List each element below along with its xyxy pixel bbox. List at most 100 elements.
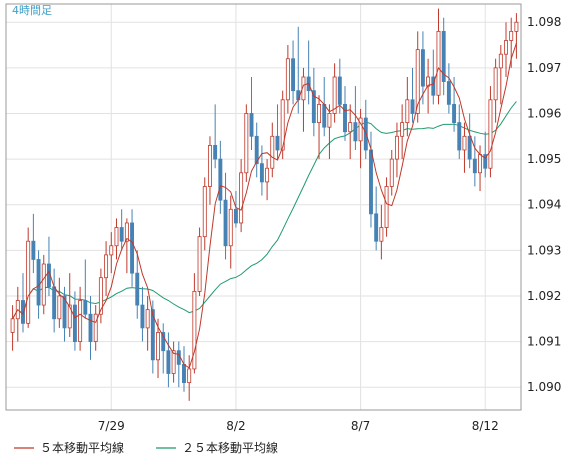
candle-body-up	[332, 76, 337, 114]
candle-body-down	[254, 135, 259, 165]
y-tick-label: 1.094	[527, 198, 561, 212]
candle-body-down	[291, 58, 296, 92]
candle-body-up	[270, 135, 275, 169]
candle-body-up	[124, 222, 129, 242]
candle-body-up	[187, 368, 192, 384]
candle-body-down	[472, 158, 477, 174]
candle-body-up	[327, 113, 332, 128]
candle-body-up	[509, 30, 514, 41]
candle-body-down	[249, 113, 254, 137]
candle-body-up	[208, 145, 212, 187]
candle-body-up	[358, 117, 363, 142]
ma25-line	[12, 101, 517, 320]
candle-body-up	[285, 58, 290, 101]
candle-body-down	[322, 103, 327, 128]
candle-body-up	[488, 99, 493, 169]
candle-body-down	[446, 81, 451, 105]
candle-body-down	[213, 145, 218, 160]
x-axis: 7/29 8/2 8/7 8/12	[98, 419, 499, 433]
candle-body-down	[119, 227, 124, 242]
candle-body-up	[26, 240, 31, 324]
candle-body-up	[109, 245, 114, 256]
y-tick-label: 1.091	[527, 335, 561, 349]
candle-body-up	[197, 236, 202, 292]
candle-body-up	[379, 227, 384, 242]
x-tick-label: 8/7	[351, 419, 370, 433]
candlestick-layer	[10, 8, 519, 401]
candle-body-up	[400, 122, 405, 137]
timeframe-label: 4時間足	[12, 4, 52, 17]
candle-body-down	[311, 90, 316, 124]
candle-body-down	[161, 332, 166, 352]
candle-body-up	[10, 318, 15, 333]
candle-body-down	[218, 158, 223, 201]
candle-body-up	[280, 99, 285, 151]
candle-body-down	[343, 103, 347, 133]
candle-body-down	[31, 240, 36, 260]
candle-body-up	[504, 40, 508, 55]
y-tick-label: 1.093	[527, 243, 561, 257]
candle-body-down	[431, 76, 436, 96]
legend: ５本移動平均線 ２５本移動平均線	[14, 440, 278, 455]
candle-body-down	[176, 350, 181, 365]
candle-body-down	[441, 30, 446, 82]
candle-body-up	[145, 309, 150, 329]
candle-body-up	[498, 53, 503, 69]
candle-body-down	[62, 295, 67, 329]
legend-ma25-label: ２５本移動平均線	[182, 440, 278, 455]
ma5-line-layer	[12, 43, 517, 369]
candle-body-down	[457, 122, 462, 151]
candle-body-up	[436, 30, 441, 96]
candle-body-up	[192, 290, 197, 370]
candle-body-up	[104, 254, 109, 279]
candle-body-up	[98, 277, 103, 315]
candle-body-up	[228, 208, 233, 247]
candle-body-up	[389, 158, 394, 187]
candle-body-up	[67, 304, 72, 329]
y-tick-label: 1.098	[527, 15, 561, 29]
candle-body-down	[467, 135, 472, 160]
y-tick-label: 1.096	[527, 106, 561, 120]
legend-ma5-label: ５本移動平均線	[40, 440, 124, 455]
candle-body-down	[483, 154, 488, 169]
candle-body-up	[384, 186, 389, 228]
candle-body-down	[275, 135, 280, 151]
candle-body-up	[57, 295, 62, 320]
x-tick-label: 8/12	[472, 419, 499, 433]
candle-body-up	[348, 122, 353, 133]
candle-body-up	[493, 67, 498, 101]
candle-body-up	[156, 332, 160, 361]
candle-body-down	[52, 286, 57, 320]
candle-body-down	[83, 300, 88, 315]
ma5-line	[12, 43, 517, 369]
candle-body-up	[41, 263, 46, 306]
candle-body-down	[182, 363, 186, 384]
candle-body-down	[135, 272, 140, 306]
candle-body-up	[478, 154, 483, 174]
candle-body-down	[410, 99, 415, 114]
candle-body-up	[405, 99, 410, 124]
y-tick-label: 1.090	[527, 380, 561, 394]
candle-body-down	[150, 309, 155, 361]
candle-body-up	[462, 135, 467, 151]
candle-body-down	[369, 149, 373, 215]
candle-body-down	[337, 76, 342, 105]
candle-body-down	[452, 103, 457, 124]
candle-body-down	[88, 313, 93, 342]
y-axis: 1.090 1.091 1.092 1.093 1.094 1.095 1.096 1.097…	[527, 15, 561, 394]
candle-body-down	[233, 208, 238, 224]
candle-body-up	[78, 300, 83, 342]
candle-body-up	[415, 49, 420, 114]
y-tick-label: 1.095	[527, 152, 561, 166]
y-tick-label: 1.097	[527, 61, 561, 75]
candle-body-down	[36, 259, 41, 306]
candle-body-up	[93, 313, 98, 342]
candle-body-up	[514, 21, 519, 32]
candle-body-up	[265, 167, 270, 183]
candle-body-down	[223, 199, 228, 247]
candle-body-down	[166, 350, 171, 374]
candle-body-up	[317, 103, 321, 124]
candle-body-up	[239, 172, 244, 224]
candle-body-down	[72, 304, 77, 342]
